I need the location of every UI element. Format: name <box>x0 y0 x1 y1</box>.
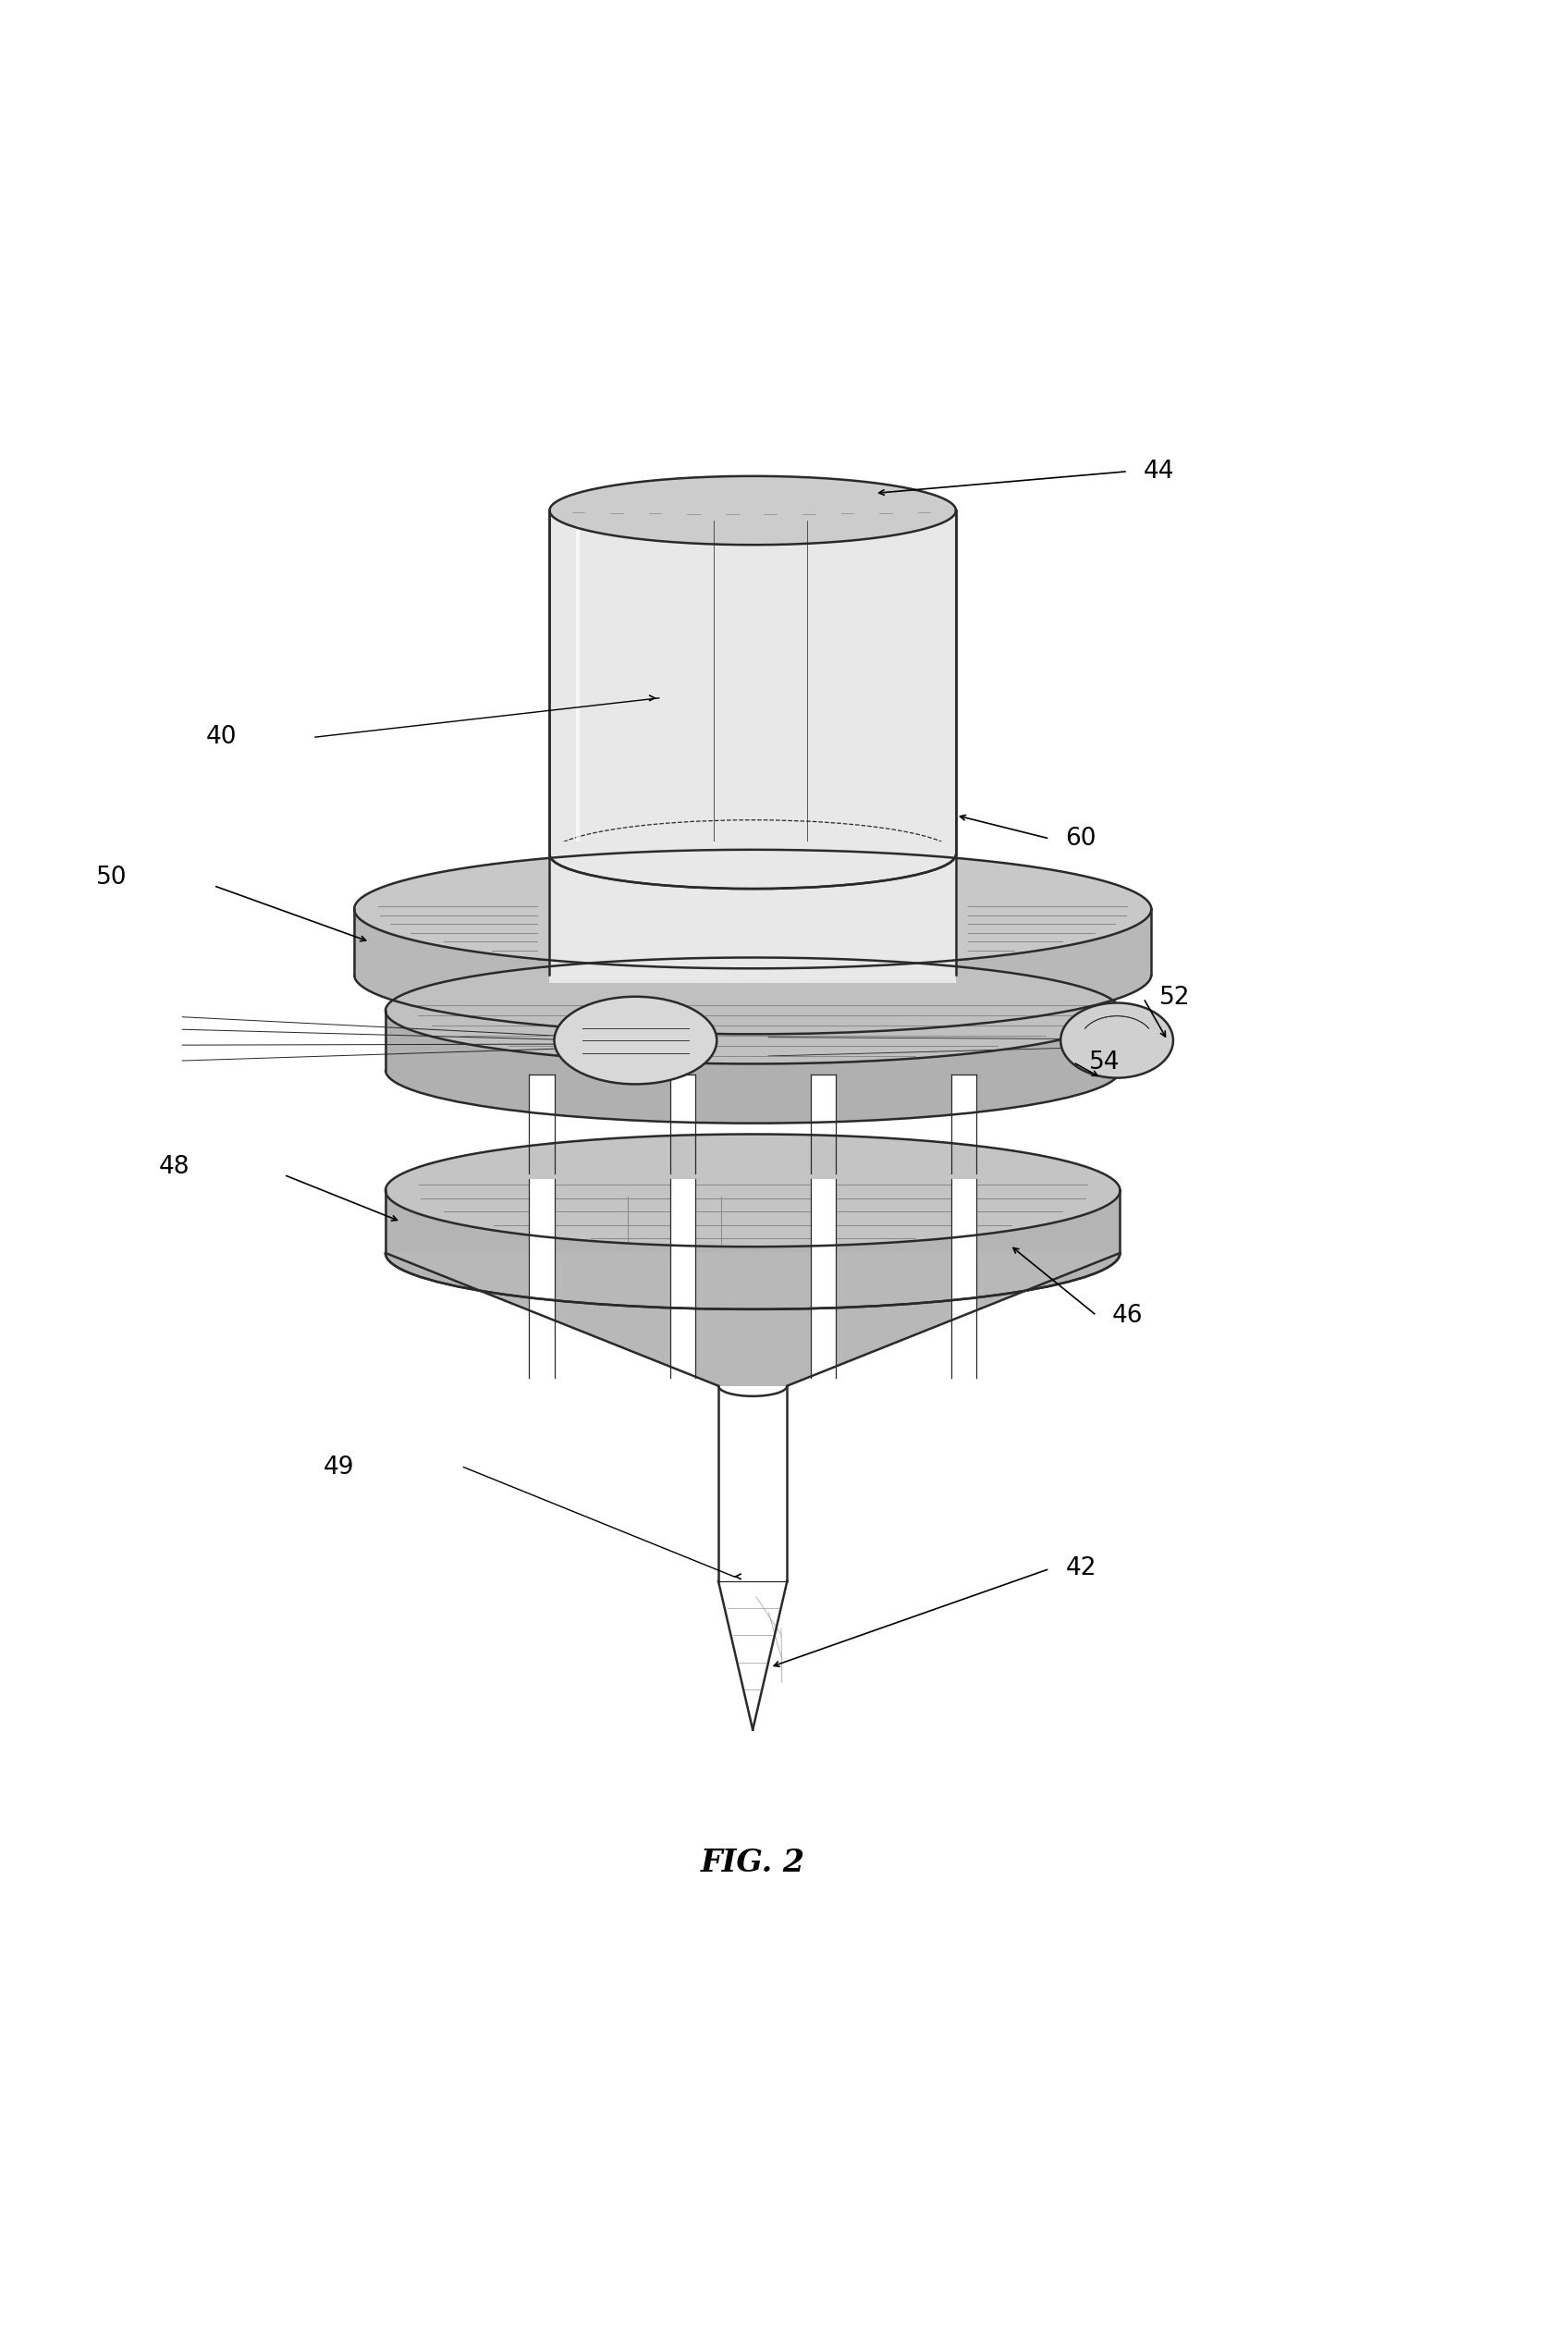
Ellipse shape <box>554 997 717 1085</box>
Polygon shape <box>354 908 1151 1034</box>
Polygon shape <box>386 1134 1120 1246</box>
Polygon shape <box>354 850 1151 969</box>
Polygon shape <box>718 1386 787 1580</box>
Polygon shape <box>386 1253 1120 1396</box>
Polygon shape <box>952 1179 977 1377</box>
Text: 48: 48 <box>158 1155 190 1179</box>
Polygon shape <box>386 957 1120 1064</box>
Text: 60: 60 <box>1065 826 1096 852</box>
Polygon shape <box>670 1179 695 1377</box>
Text: 50: 50 <box>96 866 127 889</box>
Text: FIG. 2: FIG. 2 <box>701 1849 804 1879</box>
Text: 40: 40 <box>205 726 237 749</box>
Polygon shape <box>530 1074 554 1174</box>
Polygon shape <box>718 1580 787 1729</box>
Ellipse shape <box>1060 1004 1173 1078</box>
Polygon shape <box>811 1074 836 1174</box>
Polygon shape <box>549 476 956 544</box>
Text: 54: 54 <box>1088 1050 1120 1074</box>
Text: 52: 52 <box>1159 987 1190 1011</box>
Text: 46: 46 <box>1112 1302 1143 1328</box>
Polygon shape <box>670 1074 695 1174</box>
Polygon shape <box>952 1074 977 1174</box>
Polygon shape <box>811 1179 836 1377</box>
Polygon shape <box>386 1011 1120 1123</box>
Polygon shape <box>549 843 956 983</box>
Polygon shape <box>386 1190 1120 1309</box>
Text: 49: 49 <box>323 1454 354 1480</box>
Text: 42: 42 <box>1065 1557 1096 1580</box>
Polygon shape <box>549 511 956 854</box>
Polygon shape <box>530 1179 554 1377</box>
Text: 44: 44 <box>1143 460 1174 483</box>
